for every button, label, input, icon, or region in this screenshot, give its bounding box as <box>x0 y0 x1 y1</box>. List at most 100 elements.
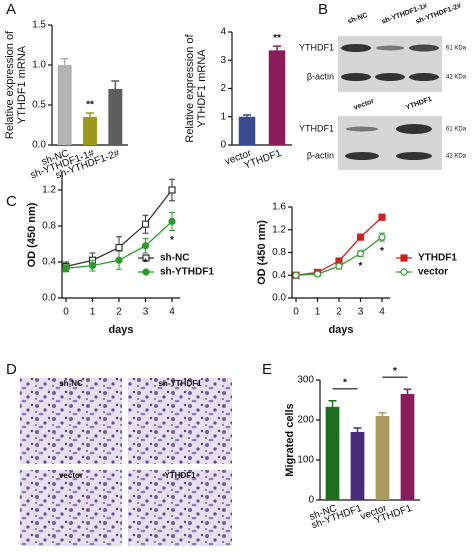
band <box>341 44 371 52</box>
x-tick-label: 4 <box>169 307 175 318</box>
band <box>396 152 432 160</box>
row-label: β-actin <box>307 71 334 81</box>
image-label: sh-NC <box>59 379 83 388</box>
error-bar <box>378 412 387 416</box>
marker <box>141 242 150 250</box>
y-axis-label: YTHDF1 mRNA <box>16 45 28 124</box>
marker <box>356 250 365 258</box>
panel-label: E <box>262 361 272 378</box>
band <box>345 152 379 160</box>
error-bar <box>86 112 94 117</box>
x-axis-label: days <box>108 324 133 336</box>
band <box>375 73 405 81</box>
bar <box>268 50 286 145</box>
y-tick-label: 0.5 <box>32 100 46 111</box>
x-tick-label: 0 <box>63 307 69 318</box>
marker <box>400 254 408 262</box>
row-label: β-actin <box>307 150 334 160</box>
image-label: vector <box>59 471 83 480</box>
y-tick-label: 0.0 <box>272 293 286 304</box>
significance: * <box>144 258 148 269</box>
significance: ** <box>273 33 281 44</box>
size-label: 42 KDa <box>446 154 467 160</box>
micrograph <box>20 470 122 546</box>
y-tick-label: 3 <box>220 55 226 66</box>
y-tick-label: 1.2 <box>272 224 286 235</box>
bar <box>57 65 72 145</box>
y-tick-label: 0.4 <box>42 257 56 268</box>
x-tick-label: 2 <box>116 307 122 318</box>
panel-label: B <box>318 1 328 18</box>
y-tick-label: 1.6 <box>272 202 286 213</box>
row-label: YTHDF1 <box>299 123 334 133</box>
marker <box>141 220 150 228</box>
error-bar <box>403 388 412 394</box>
error-bar <box>111 80 120 89</box>
size-label: 61 KDa <box>446 46 467 52</box>
legend-label: vector <box>418 267 448 278</box>
band <box>396 124 432 134</box>
x-tick-label: 1 <box>315 307 321 318</box>
marker <box>292 271 300 279</box>
size-label: 61 KDa <box>446 127 467 133</box>
marker <box>168 217 176 226</box>
bar <box>325 406 340 500</box>
marker <box>335 262 343 270</box>
bar <box>108 89 123 145</box>
legend-label: sh-NC <box>160 253 189 264</box>
y-tick-label: 0.0 <box>32 140 46 151</box>
y-tick-label: 0 <box>220 140 226 151</box>
marker <box>115 244 123 252</box>
y-axis-label: OD (450 nm) <box>256 220 268 285</box>
marker <box>356 233 365 241</box>
significance: * <box>343 377 347 388</box>
blot <box>338 116 442 170</box>
y-tick-label: 200 <box>297 415 314 426</box>
y-tick-label: 2 <box>220 83 226 94</box>
lane-label: vector <box>353 98 375 112</box>
y-axis-label: OD (450 nm) <box>26 202 38 267</box>
y-tick-label: 0.8 <box>42 221 56 232</box>
band <box>409 44 439 52</box>
band <box>341 73 371 81</box>
marker <box>142 254 150 262</box>
marker <box>142 268 150 276</box>
y-tick-label: 1.5 <box>32 20 46 31</box>
micrograph <box>128 470 232 546</box>
error-bar <box>328 400 337 407</box>
legend-label: YTHDF1 <box>418 253 457 264</box>
y-tick-label: 100 <box>297 455 314 466</box>
image-label: sh-YTHDF1 <box>158 379 202 388</box>
error-bar <box>243 114 251 117</box>
size-label: 42 KDa <box>446 75 467 81</box>
x-tick-label: 2 <box>336 307 342 318</box>
significance: * <box>359 261 363 272</box>
x-tick-label: 0 <box>293 307 299 318</box>
row-label: YTHDF1 <box>299 42 334 52</box>
band <box>409 73 439 81</box>
y-tick-label: 1.2 <box>42 185 56 196</box>
y-tick-label: 1.0 <box>32 60 46 71</box>
band <box>346 126 378 132</box>
y-tick-label: 1 <box>220 111 226 122</box>
micrograph <box>128 378 232 464</box>
marker <box>168 186 176 194</box>
x-tick-label: 4 <box>379 307 385 318</box>
bar <box>238 116 256 145</box>
marker <box>313 270 322 278</box>
panel-label: D <box>6 361 17 378</box>
y-tick-label: 0.4 <box>272 270 286 281</box>
significance: * <box>393 366 397 377</box>
marker <box>115 256 123 264</box>
significance: * <box>380 246 384 257</box>
significance: * <box>170 235 174 246</box>
y-axis-label: Relative expression of <box>184 33 196 142</box>
y-axis-label: YTHDF1 mRNA <box>196 49 208 128</box>
bar <box>375 416 390 500</box>
marker <box>88 262 97 270</box>
bar <box>350 432 365 500</box>
bar <box>83 117 97 145</box>
micrograph <box>20 378 122 464</box>
y-axis-label: Relative expression of <box>4 30 16 139</box>
